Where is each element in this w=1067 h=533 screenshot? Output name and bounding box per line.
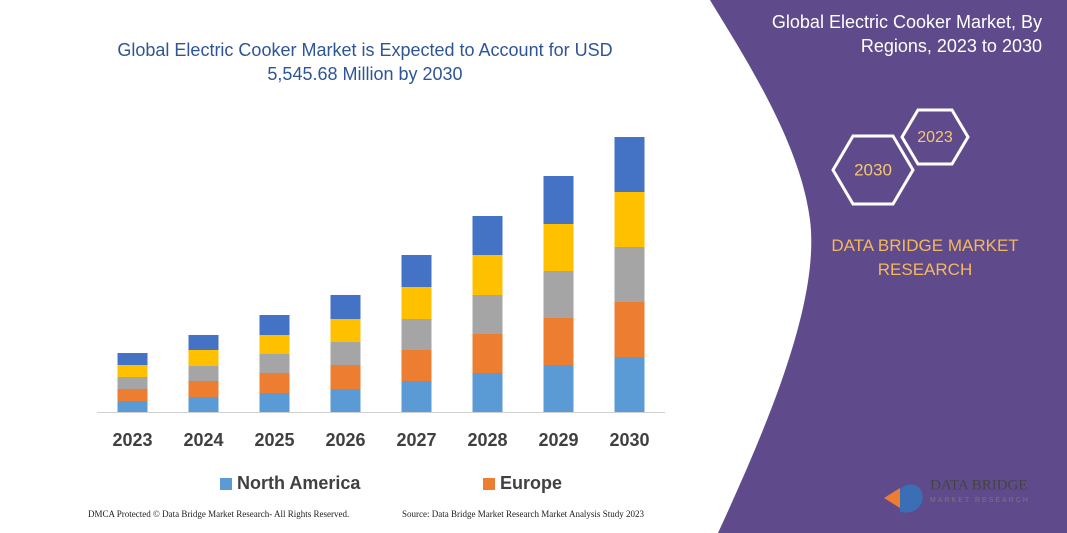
x-tick-label: 2026 (325, 430, 365, 450)
bar-segment (259, 335, 290, 354)
side-panel (710, 0, 1067, 533)
bar-segment (117, 353, 148, 365)
bar-segment (543, 176, 574, 224)
legend-swatch (483, 478, 495, 490)
x-tick-label: 2025 (254, 430, 294, 450)
hexagon-label: 2023 (917, 129, 953, 146)
bar-segment (472, 216, 503, 255)
bar-segment (330, 342, 361, 365)
bar-segment (614, 247, 645, 302)
hexagon (900, 108, 970, 166)
bar-segment (543, 318, 574, 365)
logo-icon (900, 475, 923, 513)
hexagon-label: 2030 (854, 160, 892, 179)
panel-title: Global Electric Cooker Market, By Region… (771, 12, 1042, 56)
bar-segment (543, 271, 574, 318)
bar-segment (117, 365, 148, 377)
footer-right: Source: Data Bridge Market Research Mark… (402, 509, 644, 519)
bar-segment (401, 350, 432, 381)
bar-segment (117, 389, 148, 401)
legend-label: Europe (500, 473, 562, 493)
hexagon (831, 134, 915, 206)
bar-segment (472, 334, 503, 373)
chart-title: Global Electric Cooker Market is Expecte… (117, 40, 613, 84)
bar-segment (330, 295, 361, 319)
bar-segment (330, 389, 361, 412)
brand: DATA BRIDGE MARKET RESEARCH (831, 236, 1019, 279)
bar-segment (188, 397, 219, 412)
bar-segment (330, 319, 361, 342)
bar-segment (259, 373, 290, 393)
bar-segment (401, 255, 432, 287)
footer-left: DMCA Protected © Data Bridge Market Rese… (88, 509, 349, 519)
bar-segment (117, 401, 148, 412)
bar-segment (259, 354, 290, 373)
bar-segment (614, 302, 645, 357)
bar-segment (472, 255, 503, 295)
bar-segment (188, 335, 219, 350)
bar-segment (117, 377, 148, 389)
bar-segment (188, 350, 219, 366)
bar-segment (330, 365, 361, 389)
logo-tagline: MARKET RESEARCH (930, 497, 1030, 504)
x-tick-label: 2029 (538, 430, 578, 450)
bar-segment (259, 315, 290, 335)
bar-segment (401, 319, 432, 350)
bar-segment (472, 373, 503, 412)
bar-segment (401, 381, 432, 412)
bar-segment (188, 381, 219, 397)
x-tick-label: 2030 (609, 430, 649, 450)
x-tick-label: 2027 (396, 430, 436, 450)
bar-segment (543, 224, 574, 271)
bar-segment (259, 393, 290, 412)
bar-segment (188, 366, 219, 381)
bar-segment (543, 365, 574, 412)
logo-icon (884, 488, 900, 508)
x-tick-label: 2023 (112, 430, 152, 450)
legend-label: North America (237, 473, 361, 493)
bar-segment (614, 192, 645, 247)
x-tick-label: 2028 (467, 430, 507, 450)
logo-name: DATA BRIDGE (930, 477, 1028, 493)
legend-swatch (220, 478, 232, 490)
x-tick-label: 2024 (183, 430, 223, 450)
bar-segment (614, 357, 645, 412)
bar-segment (401, 287, 432, 319)
bar-segment (472, 295, 503, 334)
bar-segment (614, 137, 645, 192)
